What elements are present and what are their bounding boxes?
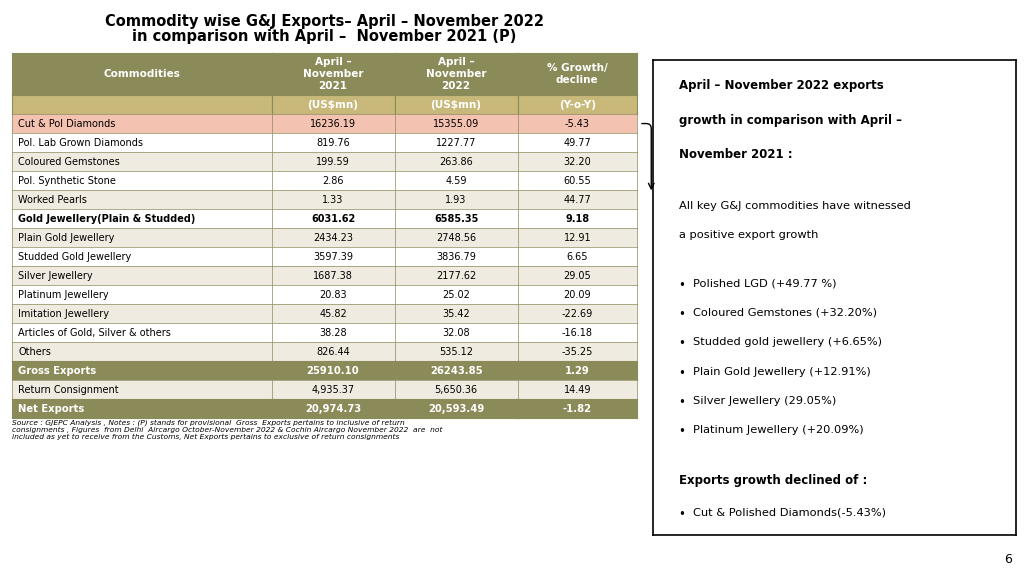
- Text: Coloured Gemstones: Coloured Gemstones: [18, 157, 120, 166]
- Text: -16.18: -16.18: [562, 328, 593, 338]
- Text: (US$mn): (US$mn): [431, 100, 481, 109]
- Text: 6.65: 6.65: [566, 252, 588, 262]
- Text: 12.91: 12.91: [563, 233, 591, 242]
- Text: •: •: [679, 279, 685, 291]
- Text: Imitation Jewellery: Imitation Jewellery: [18, 309, 110, 319]
- Text: Pol. Synthetic Stone: Pol. Synthetic Stone: [18, 176, 117, 185]
- Text: •: •: [679, 367, 685, 380]
- Text: 2177.62: 2177.62: [436, 271, 476, 281]
- Text: 35.42: 35.42: [442, 309, 470, 319]
- Text: Silver Jewellery: Silver Jewellery: [18, 271, 93, 281]
- Text: -22.69: -22.69: [561, 309, 593, 319]
- Text: November 2021 :: November 2021 :: [679, 147, 793, 161]
- Text: 25.02: 25.02: [442, 290, 470, 300]
- Text: in comparison with April –  November 2021 (P): in comparison with April – November 2021…: [132, 29, 517, 44]
- Text: (Y-o-Y): (Y-o-Y): [559, 100, 596, 109]
- Text: 6585.35: 6585.35: [434, 214, 478, 223]
- Text: Gross Exports: Gross Exports: [18, 366, 96, 376]
- Text: Articles of Gold, Silver & others: Articles of Gold, Silver & others: [18, 328, 171, 338]
- Text: Gold Jewellery(Plain & Studded): Gold Jewellery(Plain & Studded): [18, 214, 196, 223]
- Text: •: •: [679, 396, 685, 409]
- Text: Cut & Pol Diamonds: Cut & Pol Diamonds: [18, 119, 116, 128]
- Text: 2.86: 2.86: [323, 176, 344, 185]
- Text: Source : GJEPC Analysis , Notes : (P) stands for provisional  Gross  Exports per: Source : GJEPC Analysis , Notes : (P) st…: [12, 419, 442, 440]
- Text: (US$mn): (US$mn): [307, 100, 358, 109]
- Text: Worked Pearls: Worked Pearls: [18, 195, 87, 204]
- Text: -1.82: -1.82: [563, 404, 592, 414]
- Text: 1.93: 1.93: [445, 195, 467, 204]
- Text: 16236.19: 16236.19: [310, 119, 356, 128]
- Text: 1.29: 1.29: [565, 366, 590, 376]
- Text: 199.59: 199.59: [316, 157, 350, 166]
- Text: April –
November
2022: April – November 2022: [426, 58, 486, 90]
- Text: 826.44: 826.44: [316, 347, 350, 357]
- Text: Exports growth declined of :: Exports growth declined of :: [679, 474, 867, 487]
- Text: Plain Gold Jewellery: Plain Gold Jewellery: [18, 233, 115, 242]
- Text: Return Consignment: Return Consignment: [18, 385, 119, 395]
- Text: a positive export growth: a positive export growth: [679, 230, 818, 240]
- Text: 263.86: 263.86: [439, 157, 473, 166]
- Text: 3597.39: 3597.39: [313, 252, 353, 262]
- Text: 9.18: 9.18: [565, 214, 590, 223]
- Text: Cut & Polished Diamonds(-5.43%): Cut & Polished Diamonds(-5.43%): [693, 508, 886, 518]
- Text: 3836.79: 3836.79: [436, 252, 476, 262]
- Text: 20.09: 20.09: [563, 290, 591, 300]
- Text: 29.05: 29.05: [563, 271, 591, 281]
- Text: Commodity wise G&J Exports– April – November 2022: Commodity wise G&J Exports– April – Nove…: [105, 14, 544, 29]
- Text: •: •: [679, 508, 685, 521]
- Text: •: •: [679, 338, 685, 350]
- Text: 1.33: 1.33: [323, 195, 344, 204]
- Text: 14.49: 14.49: [563, 385, 591, 395]
- Text: •: •: [679, 308, 685, 321]
- Text: Studded Gold Jewellery: Studded Gold Jewellery: [18, 252, 132, 262]
- Text: All key G&J commodities have witnessed: All key G&J commodities have witnessed: [679, 201, 910, 211]
- Text: % Growth/
decline: % Growth/ decline: [547, 63, 607, 85]
- Text: 60.55: 60.55: [563, 176, 591, 185]
- Text: 44.77: 44.77: [563, 195, 591, 204]
- Text: 32.08: 32.08: [442, 328, 470, 338]
- Text: 5,650.36: 5,650.36: [434, 385, 477, 395]
- Text: Coloured Gemstones (+32.20%): Coloured Gemstones (+32.20%): [693, 308, 878, 318]
- Text: growth in comparison with April –: growth in comparison with April –: [679, 113, 902, 127]
- Text: 819.76: 819.76: [316, 138, 350, 147]
- Text: •: •: [679, 426, 685, 438]
- Text: 6: 6: [1004, 552, 1012, 566]
- Text: 38.28: 38.28: [319, 328, 347, 338]
- Text: April – November 2022 exports: April – November 2022 exports: [679, 79, 884, 92]
- Text: 49.77: 49.77: [563, 138, 591, 147]
- Text: 1687.38: 1687.38: [313, 271, 353, 281]
- Text: 15355.09: 15355.09: [433, 119, 479, 128]
- Text: 535.12: 535.12: [439, 347, 473, 357]
- Text: -35.25: -35.25: [561, 347, 593, 357]
- Text: Net Exports: Net Exports: [18, 404, 85, 414]
- Text: 45.82: 45.82: [319, 309, 347, 319]
- Text: 20,593.49: 20,593.49: [428, 404, 484, 414]
- Text: 1227.77: 1227.77: [436, 138, 476, 147]
- Text: 20,974.73: 20,974.73: [305, 404, 361, 414]
- Text: Studded gold jewellery (+6.65%): Studded gold jewellery (+6.65%): [693, 338, 883, 347]
- Text: Plain Gold Jewellery (+12.91%): Plain Gold Jewellery (+12.91%): [693, 367, 871, 377]
- Text: Others: Others: [18, 347, 51, 357]
- Text: 32.20: 32.20: [563, 157, 591, 166]
- Text: Commodities: Commodities: [103, 69, 180, 79]
- Text: Pol. Lab Grown Diamonds: Pol. Lab Grown Diamonds: [18, 138, 143, 147]
- Text: Platinum Jewellery: Platinum Jewellery: [18, 290, 110, 300]
- Text: 4.59: 4.59: [445, 176, 467, 185]
- Text: 2434.23: 2434.23: [313, 233, 353, 242]
- Text: Silver Jewellery (29.05%): Silver Jewellery (29.05%): [693, 396, 837, 406]
- Text: April –
November
2021: April – November 2021: [303, 58, 364, 90]
- Text: 2748.56: 2748.56: [436, 233, 476, 242]
- Text: 26243.85: 26243.85: [430, 366, 482, 376]
- Text: 6031.62: 6031.62: [311, 214, 355, 223]
- Text: 25910.10: 25910.10: [307, 366, 359, 376]
- Text: 4,935.37: 4,935.37: [311, 385, 354, 395]
- Text: 20.83: 20.83: [319, 290, 347, 300]
- Text: -5.43: -5.43: [565, 119, 590, 128]
- Text: Platinum Jewellery (+20.09%): Platinum Jewellery (+20.09%): [693, 426, 864, 435]
- Text: Polished LGD (+49.77 %): Polished LGD (+49.77 %): [693, 279, 837, 289]
